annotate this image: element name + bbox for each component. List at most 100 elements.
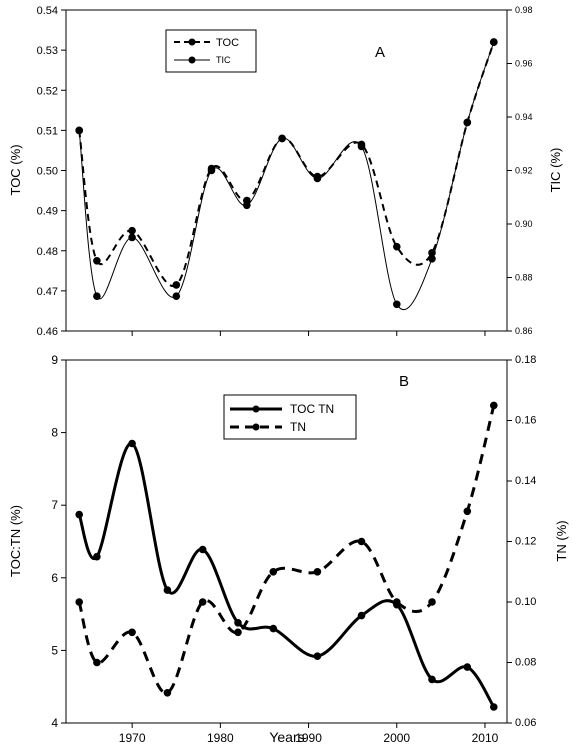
data-point-tn <box>463 507 472 516</box>
data-point-toc-tn <box>490 703 498 711</box>
data-point-toc <box>128 226 136 235</box>
right-y-tick-label: 0.92 <box>515 166 533 176</box>
left-y-tick-label: 0.49 <box>37 206 58 218</box>
x-tick-label: 1980 <box>207 731 234 745</box>
data-point-tn <box>393 598 401 606</box>
right-y-tick-label: 0.08 <box>515 657 536 669</box>
right-y-tick-label: 0.12 <box>515 536 536 548</box>
right-y-tick-label: 0.06 <box>515 717 536 729</box>
data-point-tic <box>93 292 101 301</box>
data-point-toc-tn <box>93 552 101 561</box>
left-y-tick-label: 8 <box>51 426 58 440</box>
right-y-tick-label: 0.98 <box>515 5 533 15</box>
left-y-tick-label: 0.53 <box>37 45 58 57</box>
x-tick-label: 2000 <box>383 731 410 745</box>
legend-toctn-marker <box>252 405 260 413</box>
data-point-tic <box>128 233 136 242</box>
data-point-tic <box>393 300 401 309</box>
panel-a-right-axis-title: TIC (%) <box>548 148 563 193</box>
right-y-tick-label: 0.90 <box>515 219 533 229</box>
left-y-tick-label: 7 <box>51 498 58 512</box>
data-point-toc <box>393 242 401 251</box>
data-point-tic <box>463 118 472 127</box>
panel-a-frame <box>65 9 508 332</box>
data-point-toc-tn <box>128 439 136 448</box>
data-point-toc-tn <box>357 611 366 620</box>
left-y-tick-label: 9 <box>51 353 58 367</box>
right-y-tick-label: 0.10 <box>515 596 536 608</box>
data-point-tic <box>428 254 436 263</box>
panel-b-right-axis-title: TN (%) <box>554 520 569 561</box>
data-point-toc-tn <box>463 663 472 671</box>
data-point-toc-tn <box>313 652 322 660</box>
panel-a: 0.46 0.47 0.48 0.49 0.50 0.51 0.52 0.53 0.54 0.86… <box>37 5 533 338</box>
panel-b: 4 5 6 7 8 9 0.06 0.08 0.10 0.12 0.14 0.16 0.18 1970 19… <box>51 353 536 745</box>
data-point-tn <box>269 568 278 576</box>
data-point-tic <box>172 292 181 301</box>
legend-tn-marker <box>252 423 260 431</box>
legend-tn-label: TN <box>290 420 306 434</box>
series-line-toc-tn <box>77 441 496 708</box>
right-y-tick-label: 0.94 <box>515 112 533 122</box>
data-point-tic <box>278 134 286 143</box>
left-y-tick-label: 0.52 <box>37 85 58 97</box>
legend-toc-marker <box>188 38 196 46</box>
data-point-toc-tn <box>428 675 436 684</box>
data-point-tn <box>357 537 366 546</box>
panel-b-left-axis-title: TOC:TN (%) <box>8 505 23 577</box>
x-axis-title: Years <box>269 729 304 745</box>
legend-tic-label: TIC <box>216 55 231 65</box>
legend-toc-label: TOC <box>216 37 239 49</box>
data-point-tn <box>234 628 242 637</box>
panel-b-legend: TOC TN TN <box>223 394 357 440</box>
left-y-tick-label: 5 <box>51 643 58 657</box>
panel-a-left-axis-title: TOC (%) <box>8 144 23 195</box>
data-point-tn <box>428 598 436 606</box>
right-y-tick-label: 0.16 <box>515 415 536 427</box>
data-point-toc-tn <box>75 510 83 519</box>
panel-a-legend: TOC TIC <box>165 29 257 73</box>
left-y-tick-label: 0.51 <box>37 125 58 137</box>
series-line-tn <box>77 405 496 695</box>
data-point-tic <box>243 201 251 210</box>
data-point-toc <box>172 281 181 289</box>
data-point-tn <box>163 689 172 697</box>
right-y-tick-label: 0.86 <box>515 326 533 336</box>
left-y-tick-label: 0.48 <box>37 246 58 258</box>
data-point-tic <box>75 126 83 135</box>
x-tick-label: 1970 <box>119 731 146 745</box>
data-point-tn <box>75 598 83 606</box>
x-tick-label: 1990 <box>295 731 322 745</box>
right-y-tick-label: 0.96 <box>515 59 533 69</box>
data-point-tn <box>128 628 136 637</box>
left-y-tick-label: 0.46 <box>37 326 58 338</box>
right-y-tick-label: 0.88 <box>515 273 533 283</box>
data-point-toc-tn <box>198 545 207 554</box>
right-y-tick-label: 0.18 <box>515 354 536 366</box>
right-y-tick-label: 0.14 <box>515 475 536 487</box>
data-point-tn <box>490 401 498 410</box>
left-y-tick-label: 0.50 <box>37 166 58 178</box>
data-point-toc-tn <box>269 624 278 633</box>
legend-box-b <box>223 394 357 440</box>
left-y-tick-label: 6 <box>51 571 58 585</box>
series-line-tic <box>78 41 495 311</box>
panel-b-label: B <box>399 373 409 390</box>
left-y-tick-label: 4 <box>51 716 58 730</box>
data-point-tic <box>207 166 216 175</box>
data-point-toc <box>93 257 101 265</box>
data-point-tn <box>198 598 207 606</box>
left-y-tick-label: 0.54 <box>37 5 58 17</box>
data-point-toc-tn <box>234 619 242 627</box>
left-y-tick-label: 0.47 <box>37 286 58 298</box>
data-point-tic <box>357 142 366 151</box>
x-tick-label: 2010 <box>472 731 499 745</box>
data-point-tic <box>490 38 498 46</box>
data-point-tic <box>313 174 322 183</box>
legend-toctn-label: TOC TN <box>290 402 334 416</box>
data-point-tn <box>313 568 322 576</box>
data-point-tn <box>93 658 101 667</box>
legend-box <box>165 29 257 73</box>
data-point-toc-tn <box>163 586 172 594</box>
